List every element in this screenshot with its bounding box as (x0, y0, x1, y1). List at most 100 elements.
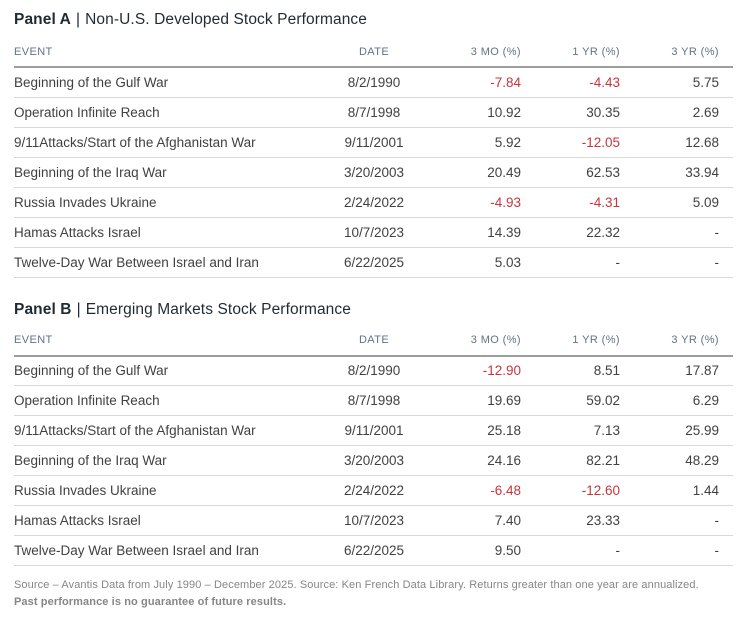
event-cell: Russia Invades Ukraine (14, 187, 304, 218)
panel-b-title-divider: | (76, 300, 81, 318)
date-cell: 6/22/2025 (304, 535, 444, 566)
3yr-cell: - (634, 247, 733, 278)
1yr-cell: 62.53 (535, 157, 634, 188)
3yr-cell: 33.94 (634, 157, 733, 188)
3mo-cell: 7.40 (444, 505, 535, 536)
panel-b-title-text: Emerging Markets Stock Performance (85, 300, 351, 318)
column-header-3yr: 3 YR (%) (634, 37, 733, 68)
panel-b-title-prefix: Panel B (14, 300, 72, 318)
column-header-1yr: 1 YR (%) (535, 37, 634, 68)
date-cell: 2/24/2022 (304, 475, 444, 506)
1yr-cell: - (535, 535, 634, 566)
event-cell: 9/11Attacks/Start of the Afghanistan War (14, 127, 304, 158)
table-row: Beginning of the Gulf War 8/2/1990 -7.84 -4… (14, 67, 733, 98)
1yr-cell: 7.13 (535, 415, 634, 446)
3mo-cell: -4.93 (444, 187, 535, 218)
panel-b: Panel B | Emerging Markets Stock Performan… (14, 300, 733, 566)
3mo-cell: 5.03 (444, 247, 535, 278)
event-cell: Operation Infinite Reach (14, 97, 304, 128)
3mo-cell: -6.48 (444, 475, 535, 506)
column-header-3mo: 3 MO (%) (444, 325, 535, 357)
panel-b-title: Panel B | Emerging Markets Stock Performan… (14, 300, 733, 319)
3mo-cell: 14.39 (444, 217, 535, 248)
date-cell: 8/2/1990 (304, 67, 444, 98)
event-cell: Twelve-Day War Between Israel and Iran (14, 247, 304, 278)
3mo-cell: -12.90 (444, 355, 535, 386)
panel-a-title: Panel A | Non-U.S. Developed Stock Perform… (14, 10, 733, 29)
table-row: Operation Infinite Reach 8/7/1998 10.92 30.… (14, 97, 733, 128)
3yr-cell: - (634, 217, 733, 248)
1yr-cell: -12.05 (535, 127, 634, 158)
table-row: Twelve-Day War Between Israel and Iran 6/… (14, 535, 733, 566)
table-row: Hamas Attacks Israel 10/7/2023 7.40 23.33- (14, 505, 733, 536)
1yr-cell: -12.60 (535, 475, 634, 506)
3yr-cell: 12.68 (634, 127, 733, 158)
event-cell: Beginning of the Iraq War (14, 157, 304, 188)
3yr-cell: 17.87 (634, 355, 733, 386)
event-cell: Twelve-Day War Between Israel and Iran (14, 535, 304, 566)
3mo-cell: -7.84 (444, 67, 535, 98)
event-cell: Hamas Attacks Israel (14, 505, 304, 536)
column-header-date: DATE (304, 325, 444, 357)
date-cell: 10/7/2023 (304, 217, 444, 248)
1yr-cell: 23.33 (535, 505, 634, 536)
date-cell: 2/24/2022 (304, 187, 444, 218)
3mo-cell: 5.92 (444, 127, 535, 158)
1yr-cell: -4.31 (535, 187, 634, 218)
column-header-event: EVENT (14, 37, 304, 68)
3yr-cell: 5.09 (634, 187, 733, 218)
date-cell: 9/11/2001 (304, 127, 444, 158)
event-cell: Beginning of the Iraq War (14, 445, 304, 476)
column-header-date: DATE (304, 37, 444, 68)
table-row: Beginning of the Gulf War 8/2/1990 -12.90 8… (14, 355, 733, 386)
panel-a-title-divider: | (75, 11, 81, 28)
panel-a-header-row: EVENT DATE 3 MO (%) 1 YR (%) 3 YR (%) (14, 37, 733, 68)
panel-a-table-body: Beginning of the Gulf War 8/2/1990 -7.84 -4… (14, 67, 733, 278)
event-cell: Operation Infinite Reach (14, 385, 304, 416)
date-cell: 3/20/2003 (304, 445, 444, 476)
3mo-cell: 10.92 (444, 97, 535, 128)
event-cell: Beginning of the Gulf War (14, 355, 304, 386)
1yr-cell: -4.43 (535, 67, 634, 98)
panel-b-table: EVENT DATE 3 MO (%) 1 YR (%) 3 YR (%) Beginn… (14, 325, 733, 566)
date-cell: 3/20/2003 (304, 157, 444, 188)
event-cell: 9/11Attacks/Start of the Afghanistan War (14, 415, 304, 446)
3mo-cell: 19.69 (444, 385, 535, 416)
3mo-cell: 20.49 (444, 157, 535, 188)
table-row: 9/11Attacks/Start of the Afghanistan War… (14, 127, 733, 158)
event-cell: Beginning of the Gulf War (14, 67, 304, 98)
1yr-cell: 59.02 (535, 385, 634, 416)
1yr-cell: 22.32 (535, 217, 634, 248)
table-row: Operation Infinite Reach 8/7/1998 19.69 59.… (14, 385, 733, 416)
3yr-cell: 48.29 (634, 445, 733, 476)
3yr-cell: - (634, 535, 733, 566)
3yr-cell: 6.29 (634, 385, 733, 416)
column-header-event: EVENT (14, 325, 304, 357)
panel-b-header-row: EVENT DATE 3 MO (%) 1 YR (%) 3 YR (%) (14, 325, 733, 357)
source-note: Source – Avantis Data from July 1990 – D… (14, 579, 699, 591)
table-row: Beginning of the Iraq War 3/20/2003 20.49 6… (14, 157, 733, 188)
disclaimer: Past performance is no guarantee of futu… (14, 595, 287, 608)
table-row: Russia Invades Ukraine 2/24/2022 -6.48 -12.… (14, 475, 733, 506)
date-cell: 10/7/2023 (304, 505, 444, 536)
column-header-1yr: 1 YR (%) (535, 325, 634, 357)
date-cell: 6/22/2025 (304, 247, 444, 278)
table-row: Russia Invades Ukraine 2/24/2022 -4.93 -4.3… (14, 187, 733, 218)
date-cell: 8/7/1998 (304, 385, 444, 416)
event-cell: Hamas Attacks Israel (14, 217, 304, 248)
3mo-cell: 25.18 (444, 415, 535, 446)
panel-a-title-prefix: Panel A (14, 11, 71, 28)
1yr-cell: 82.21 (535, 445, 634, 476)
footer: Source – Avantis Data from July 1990 – D… (14, 577, 733, 610)
panel-b-table-body: Beginning of the Gulf War 8/2/1990 -12.90 8… (14, 355, 733, 566)
column-header-3mo: 3 MO (%) (444, 37, 535, 68)
1yr-cell: 30.35 (535, 97, 634, 128)
date-cell: 8/2/1990 (304, 355, 444, 386)
event-cell: Russia Invades Ukraine (14, 475, 304, 506)
date-cell: 8/7/1998 (304, 97, 444, 128)
3yr-cell: 5.75 (634, 67, 733, 98)
3yr-cell: 2.69 (634, 97, 733, 128)
date-cell: 9/11/2001 (304, 415, 444, 446)
panel-a-title-text: Non-U.S. Developed Stock Performance (85, 11, 367, 28)
panel-a: Panel A | Non-U.S. Developed Stock Perform… (14, 10, 733, 278)
